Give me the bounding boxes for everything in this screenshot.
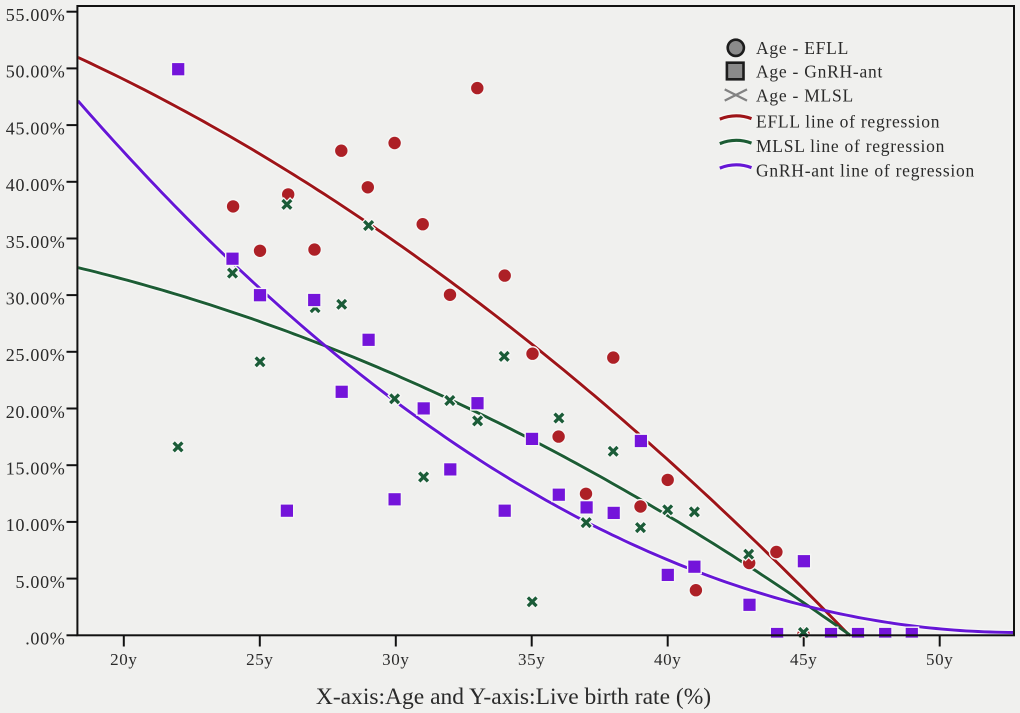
svg-text:Age - EFLL: Age - EFLL [756, 38, 849, 58]
svg-text:Age - GnRH-ant: Age - GnRH-ant [756, 61, 883, 81]
svg-text:20.00%: 20.00% [6, 402, 66, 422]
svg-text:GnRH-ant line of regression: GnRH-ant line of regression [756, 161, 975, 181]
svg-text:40.00%: 40.00% [6, 175, 66, 195]
svg-text:45y: 45y [790, 650, 817, 669]
svg-text:X-axis:Age and Y-axis:Live bir: X-axis:Age and Y-axis:Live birth rate (%… [316, 684, 711, 710]
svg-text:25.00%: 25.00% [6, 345, 66, 365]
svg-text:30y: 30y [382, 650, 409, 669]
svg-text:.00%: .00% [25, 629, 65, 649]
svg-text:35.00%: 35.00% [6, 232, 66, 252]
svg-text:25y: 25y [246, 650, 273, 669]
svg-text:Age - MLSL: Age - MLSL [756, 85, 854, 105]
svg-text:MLSL line of regression: MLSL line of regression [756, 136, 945, 156]
svg-text:10.00%: 10.00% [6, 515, 66, 535]
svg-text:40y: 40y [654, 650, 681, 669]
svg-text:5.00%: 5.00% [16, 572, 66, 592]
svg-text:50.00%: 50.00% [6, 62, 66, 82]
svg-text:30.00%: 30.00% [6, 288, 66, 308]
svg-text:55.00%: 55.00% [6, 5, 66, 25]
svg-text:45.00%: 45.00% [6, 118, 66, 138]
svg-text:EFLL line of regression: EFLL line of regression [756, 112, 940, 132]
svg-text:20y: 20y [110, 650, 137, 669]
svg-text:35y: 35y [518, 650, 545, 669]
svg-text:15.00%: 15.00% [6, 459, 66, 479]
svg-text:50y: 50y [926, 650, 953, 669]
